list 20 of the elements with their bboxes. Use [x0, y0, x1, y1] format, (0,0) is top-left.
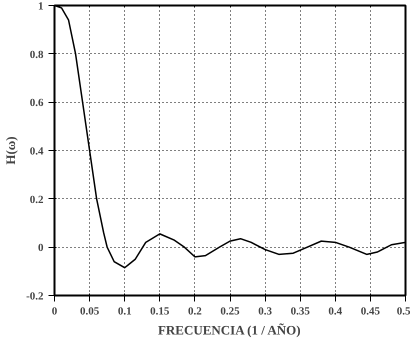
- y-tick-label: 0.2: [30, 194, 44, 206]
- y-tick-label: 0.4: [30, 146, 44, 158]
- y-tick-label: 1: [38, 0, 44, 12]
- x-tick-label: 0.15: [150, 306, 170, 318]
- x-tick-label: 0.4: [328, 306, 343, 318]
- x-axis-title: FRECUENCIA (1 / AÑO): [158, 322, 301, 338]
- y-tick-label: 0.6: [30, 97, 44, 110]
- x-tick-label: 0.2: [188, 306, 202, 318]
- x-tick-label: 0.35: [290, 306, 310, 318]
- y-tick-label: 0.8: [30, 48, 44, 61]
- y-tick-label: -0.2: [26, 290, 44, 302]
- x-tick-label: 0: [52, 306, 58, 318]
- y-tick-label: 0: [38, 242, 44, 254]
- x-tick-label: 0.25: [220, 306, 240, 318]
- y-axis-title: H(ω): [3, 136, 18, 165]
- x-tick-label: 0.5: [396, 306, 411, 318]
- x-tick-label: 0.05: [80, 306, 100, 318]
- x-tick-label: 0.45: [360, 306, 381, 318]
- x-tick-label: 0.3: [258, 306, 272, 318]
- x-tick-label: 0.1: [118, 306, 132, 318]
